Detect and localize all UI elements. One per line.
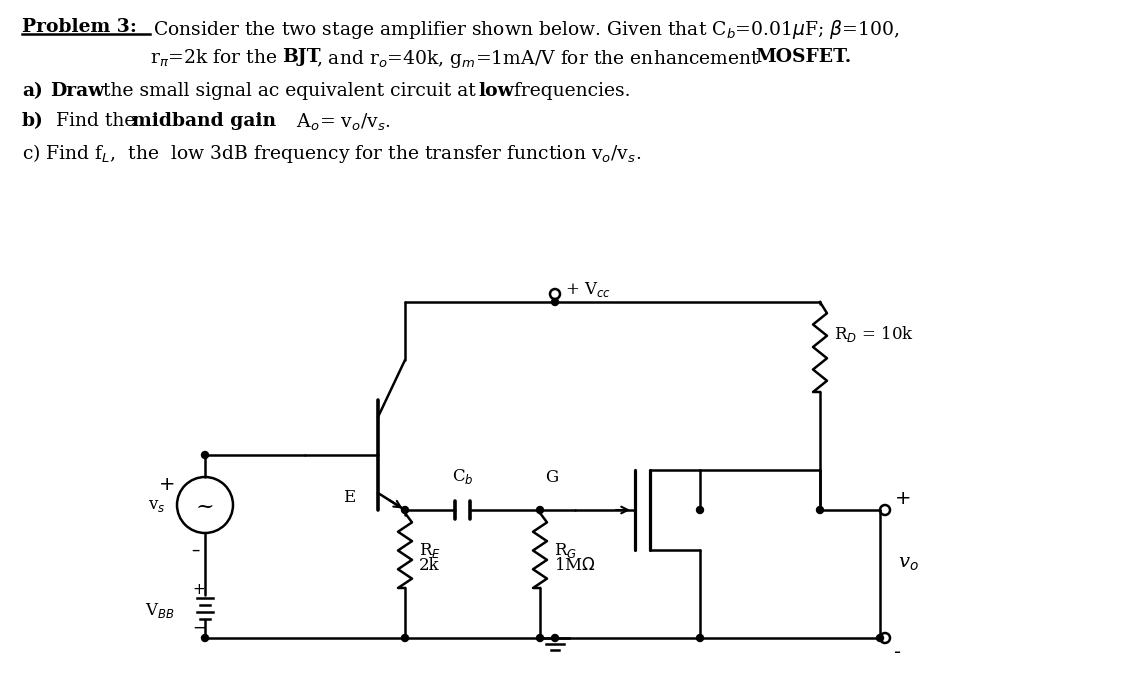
Circle shape (402, 635, 408, 641)
Text: MOSFET.: MOSFET. (756, 48, 852, 66)
Text: , and r$_o$=40k, g$_m$=1mA/V for the enhancement: , and r$_o$=40k, g$_m$=1mA/V for the enh… (316, 48, 760, 70)
Text: +: + (158, 475, 175, 494)
Circle shape (877, 635, 883, 641)
Text: V$_{BB}$: V$_{BB}$ (145, 601, 175, 620)
Circle shape (201, 635, 208, 641)
Text: E: E (343, 489, 355, 506)
Text: the small signal ac equivalent circuit at: the small signal ac equivalent circuit a… (97, 82, 482, 100)
Circle shape (817, 506, 823, 513)
Text: frequencies.: frequencies. (508, 82, 630, 100)
Circle shape (697, 506, 703, 513)
Text: c) Find f$_L$,  the  low 3dB frequency for the transfer function v$_o$/v$_s$.: c) Find f$_L$, the low 3dB frequency for… (21, 142, 641, 165)
Text: BJT: BJT (282, 48, 320, 66)
Text: + V$_{cc}$: + V$_{cc}$ (566, 280, 611, 299)
Text: R$_E$: R$_E$ (418, 541, 441, 560)
Text: R$_G$: R$_G$ (554, 541, 577, 560)
Text: Problem 3:: Problem 3: (21, 18, 137, 36)
Text: r$_\pi$=2k for the: r$_\pi$=2k for the (150, 48, 278, 69)
Circle shape (536, 506, 544, 513)
Circle shape (552, 635, 559, 641)
Text: 2k: 2k (418, 557, 440, 574)
Circle shape (552, 298, 559, 306)
Text: low: low (478, 82, 513, 100)
Text: b): b) (21, 112, 44, 130)
Text: v$_o$: v$_o$ (898, 555, 918, 573)
Text: −: − (192, 619, 206, 637)
Text: v$_s$: v$_s$ (148, 496, 166, 513)
Circle shape (402, 506, 408, 513)
Circle shape (697, 635, 703, 641)
Text: -: - (893, 643, 901, 662)
Circle shape (201, 452, 208, 458)
Text: A$_o$= v$_o$/v$_s$.: A$_o$= v$_o$/v$_s$. (291, 112, 391, 134)
Text: +: + (192, 582, 206, 597)
Text: Find the: Find the (50, 112, 141, 130)
Text: –: – (191, 541, 199, 559)
Text: R$_D$ = 10k: R$_D$ = 10k (834, 323, 914, 344)
Text: 1M$\Omega$: 1M$\Omega$ (554, 557, 596, 574)
Text: Draw: Draw (50, 82, 104, 100)
Text: C$_b$: C$_b$ (451, 467, 474, 486)
Text: +: + (895, 489, 912, 508)
Text: Consider the two stage amplifier shown below. Given that C$_b$=0.01$\mu$F; $\bet: Consider the two stage amplifier shown b… (153, 18, 899, 41)
Circle shape (536, 635, 544, 641)
Text: midband gain: midband gain (132, 112, 276, 130)
Text: G: G (545, 469, 558, 486)
Text: ~: ~ (196, 496, 214, 518)
Text: a): a) (21, 82, 43, 100)
